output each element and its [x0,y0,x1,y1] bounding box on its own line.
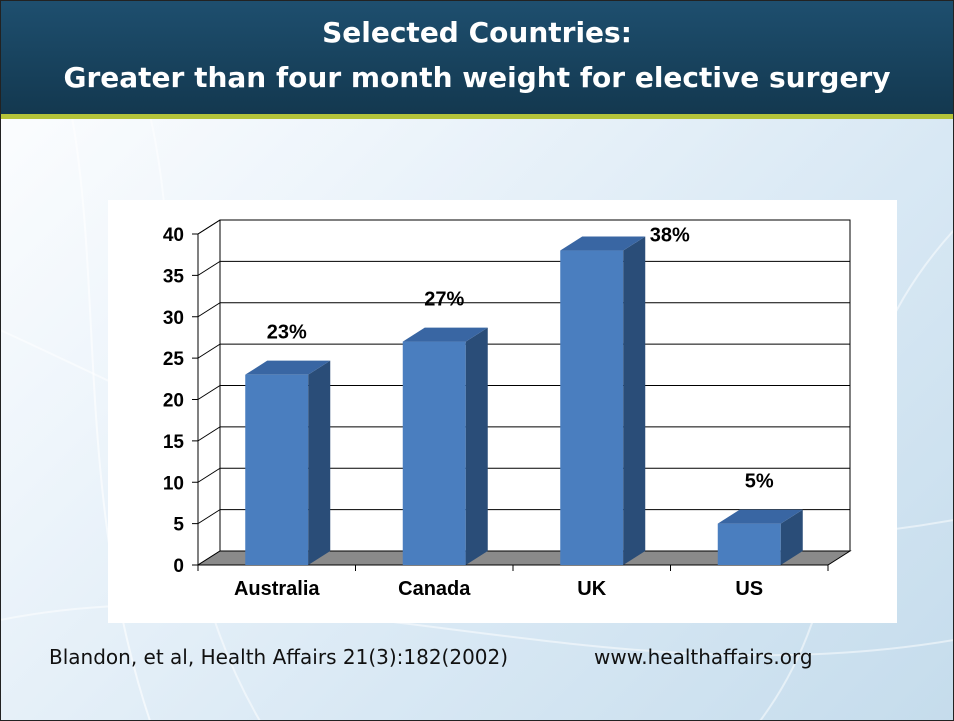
x-tick-label: US [735,578,763,600]
bar-side [465,327,488,565]
side-gridline [197,302,221,318]
data-label: 5% [745,471,774,493]
y-tick-label: 20 [163,391,184,412]
bar-australia [245,374,309,565]
x-tick-label: Australia [234,578,320,600]
bar-canada [402,341,466,565]
y-tick-label: 0 [173,556,184,577]
data-label: 27% [424,289,464,311]
bar-top [717,509,803,524]
side-gridline [197,467,221,483]
bar-side [780,509,803,565]
bar-chart: 0 5 10 15 20 25 30 35 40 Australia 23% Canada 27% UK 3… [163,219,852,600]
title-underline [0,114,954,119]
source-website: www.healthaffairs.org [594,645,813,669]
slide-title-line2: Greater than four month weight for elect… [63,61,891,94]
y-tick-label: 5 [173,515,184,536]
data-label: 23% [267,322,307,344]
data-label: 38% [650,225,690,247]
y-tick-label: 40 [163,225,184,246]
y-tick-label: 10 [163,473,184,494]
x-tick-label: Canada [398,578,471,600]
top-edge [197,219,221,235]
y-tick-label: 35 [163,266,185,287]
bar-side [308,360,331,565]
y-tick-label: 30 [163,308,184,329]
side-gridline [197,260,221,276]
chart-panel: 0 5 10 15 20 25 30 35 40 Australia 23% Canada 27% UK 3… [108,200,897,623]
side-gridline [197,426,221,442]
y-tick-label: 15 [163,432,185,453]
side-gridline [197,343,221,359]
y-tick-label: 25 [163,349,185,370]
slide-title-line1: Selected Countries: [322,16,632,49]
bar-top [402,327,488,342]
bar-top [560,236,646,251]
side-gridline [197,509,221,525]
x-tick-label: UK [577,578,606,600]
side-gridline [197,385,221,400]
title-bar [0,0,954,114]
bar-us [717,523,781,565]
citation-text: Blandon, et al, Health Affairs 21(3):182… [49,645,509,669]
bar-uk [560,250,624,566]
bar-side [623,236,646,566]
bar-top [245,360,331,375]
